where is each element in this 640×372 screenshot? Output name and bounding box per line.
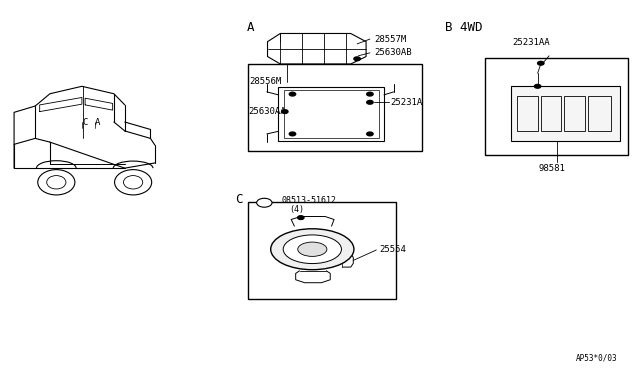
- Ellipse shape: [115, 170, 152, 195]
- Circle shape: [257, 198, 272, 207]
- Ellipse shape: [283, 235, 342, 263]
- Bar: [278, 87, 384, 141]
- Circle shape: [367, 132, 373, 136]
- Text: 25630AA: 25630AA: [248, 107, 286, 116]
- Bar: [588, 96, 611, 131]
- Text: 28557M: 28557M: [374, 35, 406, 44]
- Text: A: A: [95, 118, 100, 126]
- Bar: [541, 96, 561, 131]
- Bar: [248, 64, 422, 151]
- Text: (4): (4): [289, 205, 304, 214]
- Bar: [248, 202, 396, 299]
- Text: C: C: [82, 118, 87, 126]
- Text: B: B: [50, 186, 55, 195]
- Text: 25554: 25554: [379, 246, 406, 254]
- Ellipse shape: [271, 229, 354, 270]
- Circle shape: [282, 110, 288, 113]
- Ellipse shape: [47, 176, 66, 189]
- Text: 08513-51612: 08513-51612: [282, 196, 337, 205]
- Text: A: A: [246, 22, 254, 34]
- Circle shape: [354, 57, 360, 61]
- Circle shape: [289, 132, 296, 136]
- Text: B 4WD: B 4WD: [445, 22, 483, 34]
- Circle shape: [367, 100, 373, 104]
- Ellipse shape: [38, 170, 75, 195]
- Text: AP53*0/03: AP53*0/03: [576, 353, 618, 362]
- Circle shape: [289, 92, 296, 96]
- Text: S: S: [262, 198, 267, 207]
- Text: 98581: 98581: [538, 164, 565, 173]
- Text: 25231A: 25231A: [390, 98, 422, 107]
- Circle shape: [538, 61, 544, 65]
- Circle shape: [298, 216, 304, 219]
- Circle shape: [367, 92, 373, 96]
- Text: 28556M: 28556M: [250, 77, 282, 86]
- Text: 25231AA: 25231AA: [512, 38, 550, 47]
- Ellipse shape: [298, 242, 327, 256]
- Text: 25630AB: 25630AB: [374, 48, 412, 57]
- Bar: [511, 86, 620, 141]
- Ellipse shape: [124, 176, 143, 189]
- Bar: [517, 96, 538, 131]
- Bar: [485, 58, 628, 155]
- Text: C: C: [236, 193, 243, 205]
- Bar: [284, 90, 379, 138]
- Bar: [564, 96, 585, 131]
- Circle shape: [534, 84, 541, 88]
